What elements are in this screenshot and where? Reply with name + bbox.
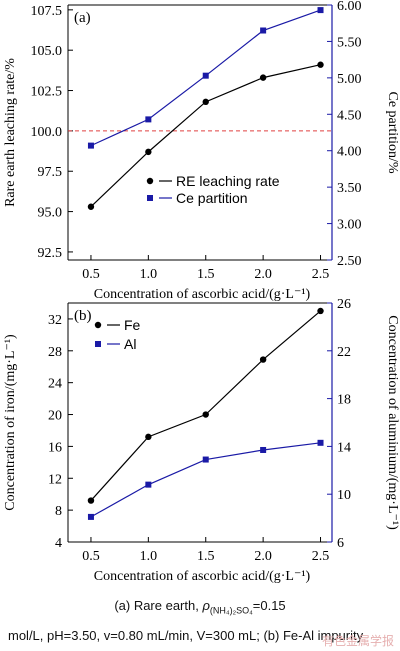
left-y-axis-title: Concentration of iron/(mg·L⁻¹): [3, 334, 18, 511]
right-y-tick-label: 5.00: [337, 72, 362, 87]
x-tick-label: 1.0: [140, 549, 158, 564]
data-point-fe: [259, 356, 267, 363]
left-y-tick-label: 95.0: [38, 206, 63, 221]
legend-label: RE leaching rate: [176, 173, 280, 189]
data-point-re-leaching-rate: [202, 98, 209, 106]
caption-line-1: (a) Rare earth, ρ(NH₄)₂SO₄=0.15: [114, 598, 286, 616]
left-y-tick-label: 4: [55, 536, 62, 551]
data-point-ce-partition: [202, 72, 209, 79]
data-point-al: [145, 481, 152, 488]
watermark: 有色金属学报: [321, 634, 394, 648]
right-y-tick-label: 3.00: [337, 218, 362, 233]
data-point-re-leaching-rate: [259, 74, 267, 81]
data-point-ce-partition: [317, 7, 324, 14]
left-y-tick-label: 92.5: [38, 246, 63, 261]
left-y-tick-label: 24: [48, 377, 62, 392]
left-y-tick-label: 20: [48, 409, 62, 424]
left-y-tick-label: 100.0: [31, 125, 63, 140]
right-y-tick-label: 14: [337, 440, 351, 455]
left-y-tick-label: 8: [55, 504, 62, 519]
right-y-tick-label: 4.50: [337, 108, 362, 123]
x-tick-label: 2.0: [254, 267, 272, 282]
right-y-axis-title: Concentration of aluminium/(mg·L⁻¹): [385, 315, 400, 530]
legend-marker: [146, 177, 154, 185]
x-tick-label: 0.5: [82, 267, 100, 282]
right-y-tick-label: 10: [337, 488, 351, 503]
data-point-al: [202, 456, 209, 463]
data-point-al: [317, 439, 324, 446]
left-y-tick-label: 28: [48, 345, 62, 360]
left-y-tick-label: 16: [48, 440, 62, 455]
x-tick-label: 1.0: [140, 267, 158, 282]
right-y-axis-title: Ce partition/%: [385, 91, 400, 173]
x-axis-title: Concentration of ascorbic acid/(g·L⁻¹): [94, 569, 311, 584]
legend-label: Al: [124, 336, 136, 352]
x-tick-label: 2.5: [312, 549, 330, 564]
right-y-tick-label: 6.00: [337, 0, 362, 14]
data-point-al: [260, 446, 267, 453]
right-y-tick-label: 6: [337, 536, 344, 551]
legend-label: Ce partition: [176, 190, 248, 206]
left-y-tick-label: 105.0: [31, 44, 63, 59]
right-y-tick-label: 2.50: [337, 254, 362, 269]
panel-label: (a): [74, 10, 91, 26]
left-y-axis-title: Rare earth leaching rate/%: [3, 58, 18, 207]
data-point-al: [87, 513, 94, 520]
x-tick-label: 2.5: [312, 267, 330, 282]
left-y-tick-label: 107.5: [31, 4, 63, 19]
x-tick-label: 1.5: [197, 267, 215, 282]
data-point-re-leaching-rate: [145, 148, 152, 156]
data-point-re-leaching-rate: [317, 61, 324, 68]
x-tick-label: 2.0: [254, 549, 272, 564]
left-y-tick-label: 97.5: [38, 165, 63, 180]
data-point-re-leaching-rate: [87, 203, 95, 210]
data-point-fe: [202, 411, 209, 418]
data-point-ce-partition: [145, 116, 152, 123]
left-y-tick-label: 12: [48, 472, 62, 487]
legend-marker: [147, 195, 153, 201]
legend-marker: [94, 321, 102, 329]
right-y-tick-label: 22: [337, 345, 351, 360]
left-y-tick-label: 102.5: [31, 85, 63, 100]
series-line-al: [90, 442, 321, 518]
panel-label: (b): [74, 308, 92, 324]
data-point-fe: [87, 497, 95, 504]
x-tick-label: 1.5: [197, 549, 215, 564]
caption-line-2: mol/L, pH=3.50, v=0.80 mL/min, V=300 mL;…: [8, 628, 364, 643]
right-y-tick-label: 18: [337, 393, 351, 408]
data-point-ce-partition: [260, 27, 267, 34]
right-y-tick-label: 3.50: [337, 181, 362, 196]
right-y-tick-label: 5.50: [337, 35, 362, 50]
right-y-tick-label: 4.00: [337, 145, 362, 160]
x-axis-title: Concentration of ascorbic acid/(g·L⁻¹): [94, 287, 311, 302]
legend-label: Fe: [124, 317, 141, 333]
legend-marker: [95, 341, 101, 347]
left-y-tick-label: 32: [48, 313, 62, 328]
right-y-tick-label: 26: [337, 297, 351, 312]
data-point-fe: [145, 433, 152, 441]
data-point-fe: [317, 307, 324, 315]
x-tick-label: 0.5: [82, 549, 100, 564]
data-point-ce-partition: [87, 142, 94, 149]
